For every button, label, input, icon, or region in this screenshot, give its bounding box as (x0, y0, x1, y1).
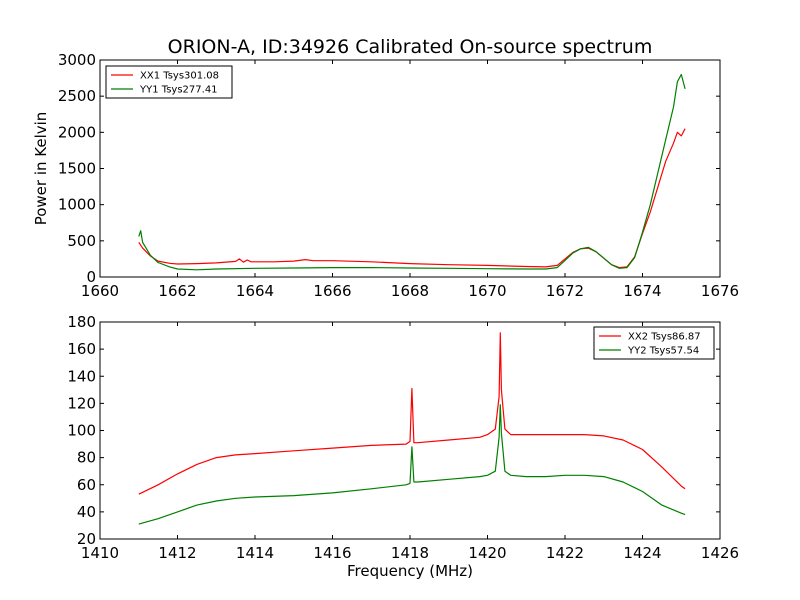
top-x-tick-label: 1660 (81, 282, 119, 300)
bottom-y-tick-label: 100 (67, 422, 96, 440)
bottom-x-tick-label: 1424 (623, 544, 661, 562)
bottom-y-tick-label: 140 (67, 367, 96, 385)
bottom-y-tick-label: 80 (77, 449, 96, 467)
top-legend-label: YY1 Tsys277.41 (139, 85, 218, 96)
bottom-tick-layer: 1410 1412 1414 1416 1418 1420 1422 1424 1426 20 40… (67, 313, 739, 562)
top-x-tick-label: 1664 (236, 282, 274, 300)
top-y-tick-label: 1500 (58, 160, 96, 178)
top-y-tick-label: 1000 (58, 196, 96, 214)
top-x-tick-label: 1662 (158, 282, 196, 300)
bottom-x-tick-label: 1426 (701, 544, 739, 562)
bottom-y-tick-label: 180 (67, 313, 96, 331)
top-series-layer (138, 73, 686, 271)
figure-title: ORION-A, ID:34926 Calibrated On-source s… (168, 36, 653, 58)
top-x-tick-label: 1666 (313, 282, 351, 300)
top-y-axis-label: Power in Kelvin (32, 112, 50, 226)
bottom-series-layer (138, 332, 686, 525)
bottom-x-tick-label: 1416 (313, 544, 351, 562)
bottom-y-tick-label: 160 (67, 340, 96, 358)
bottom-legend-label: YY2 Tsys57.54 (627, 346, 699, 357)
top-y-tick-label: 3000 (58, 51, 96, 69)
bottom-x-axis-label: Frequency (MHz) (347, 562, 473, 580)
bottom-legend-box (593, 326, 715, 360)
top-x-tick-label: 1668 (391, 282, 429, 300)
bottom-y-tick-label: 60 (77, 476, 96, 494)
top-legend-label: XX1 Tsys301.08 (140, 71, 219, 82)
top-series-line-green (138, 73, 686, 271)
top-x-tick-label: 1676 (701, 282, 739, 300)
bottom-x-tick-label: 1422 (546, 544, 584, 562)
bottom-x-tick-label: 1414 (236, 544, 274, 562)
bottom-x-tick-label: 1420 (468, 544, 506, 562)
bottom-series-line-red (138, 332, 686, 495)
top-subplot: 1660 1662 1664 1666 1668 1670 1672 1674 1676 0 500… (32, 51, 739, 300)
bottom-y-tick-label: 120 (67, 394, 96, 412)
top-x-tick-label: 1672 (546, 282, 584, 300)
bottom-legend-label: XX2 Tsys86.87 (628, 332, 701, 343)
top-legend: XX1 Tsys301.08 YY1 Tsys277.41 (105, 65, 233, 99)
top-y-tick-label: 2000 (58, 123, 96, 141)
bottom-series-line-green (138, 404, 686, 525)
bottom-y-tick-label: 40 (77, 503, 96, 521)
top-y-tick-label: 2500 (58, 87, 96, 105)
bottom-x-tick-label: 1410 (81, 544, 119, 562)
top-tick-layer: 1660 1662 1664 1666 1668 1670 1672 1674 1676 0 500… (58, 51, 739, 300)
bottom-x-tick-label: 1418 (391, 544, 429, 562)
bottom-y-tick-label: 20 (77, 530, 96, 548)
bottom-legend: XX2 Tsys86.87 YY2 Tsys57.54 (593, 326, 715, 360)
top-y-tick-label: 0 (86, 268, 96, 286)
bottom-x-tick-label: 1412 (158, 544, 196, 562)
top-y-tick-label: 500 (67, 232, 96, 250)
top-legend-box (105, 65, 233, 99)
bottom-subplot: 1410 1412 1414 1416 1418 1420 1422 1424 1426 20 40… (67, 313, 739, 580)
top-x-tick-label: 1674 (623, 282, 661, 300)
top-x-tick-label: 1670 (468, 282, 506, 300)
